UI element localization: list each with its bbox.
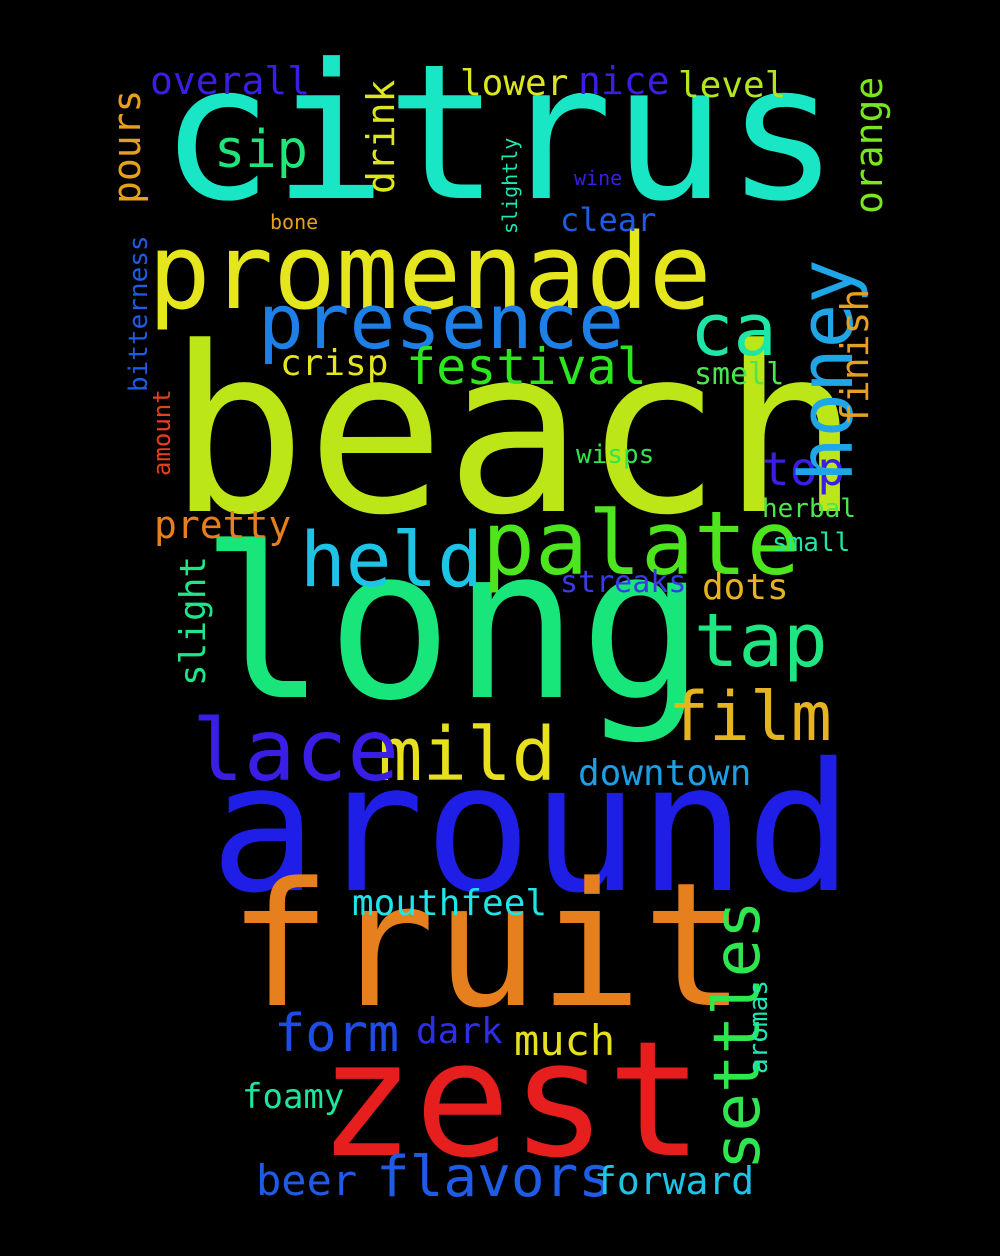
word-forward: forward <box>594 1159 755 1203</box>
word-finish: finish <box>833 288 877 426</box>
word-amount: amount <box>148 389 176 476</box>
word-top: top <box>762 442 846 496</box>
word-wine: wine <box>574 166 623 190</box>
word-slightly: slightly <box>498 137 522 234</box>
word-aromas: aromas <box>744 980 774 1074</box>
word-ca: ca <box>690 288 777 372</box>
word-downtown: downtown <box>578 753 752 794</box>
word-nice: nice <box>578 59 670 103</box>
word-lower: lower <box>460 63 569 104</box>
word-tap: tap <box>694 598 828 684</box>
word-wisps: wisps <box>576 440 655 470</box>
word-citrus: citrus <box>160 24 840 243</box>
word-beach: beach <box>168 299 861 566</box>
word-herbal: herbal <box>762 494 856 524</box>
word-promenade: promenade <box>148 211 712 333</box>
word-dots: dots <box>702 567 789 608</box>
word-clear: clear <box>560 201 657 239</box>
word-bone: bone <box>270 210 319 234</box>
word-beer: beer <box>256 1156 358 1205</box>
word-festival: festival <box>406 338 647 396</box>
word-crisp: crisp <box>280 343 389 384</box>
word-pretty: pretty <box>154 503 292 547</box>
word-small: small <box>772 528 851 558</box>
word-palate: palate <box>482 492 800 595</box>
word-long: long <box>200 502 706 747</box>
word-streaks: streaks <box>560 565 687 600</box>
word-fruit: fruit <box>228 845 746 1046</box>
word-orange: orange <box>847 76 891 214</box>
word-drink: drink <box>359 79 403 194</box>
word-presence: presence <box>258 277 625 366</box>
word-held: held <box>300 515 484 604</box>
word-overall: overall <box>150 59 311 103</box>
word-pours: pours <box>105 89 149 204</box>
word-slight: slight <box>173 555 214 686</box>
word-around: around <box>210 725 853 932</box>
word-bitterness: bitterness <box>124 235 154 392</box>
word-mild: mild <box>378 712 557 798</box>
word-mouthfeel: mouthfeel <box>352 883 548 924</box>
word-dark: dark <box>416 1011 503 1052</box>
word-level: level <box>678 65 787 106</box>
word-much: much <box>514 1016 616 1065</box>
word-film: film <box>668 678 832 757</box>
word-foamy: foamy <box>242 1077 345 1117</box>
word-sip: sip <box>214 120 308 180</box>
word-flavors: flavors <box>376 1145 613 1210</box>
word-zest: zest <box>318 1006 704 1193</box>
word-lace: lace <box>192 701 400 801</box>
word-form: form <box>274 1004 400 1064</box>
word-smell: smell <box>694 357 785 392</box>
